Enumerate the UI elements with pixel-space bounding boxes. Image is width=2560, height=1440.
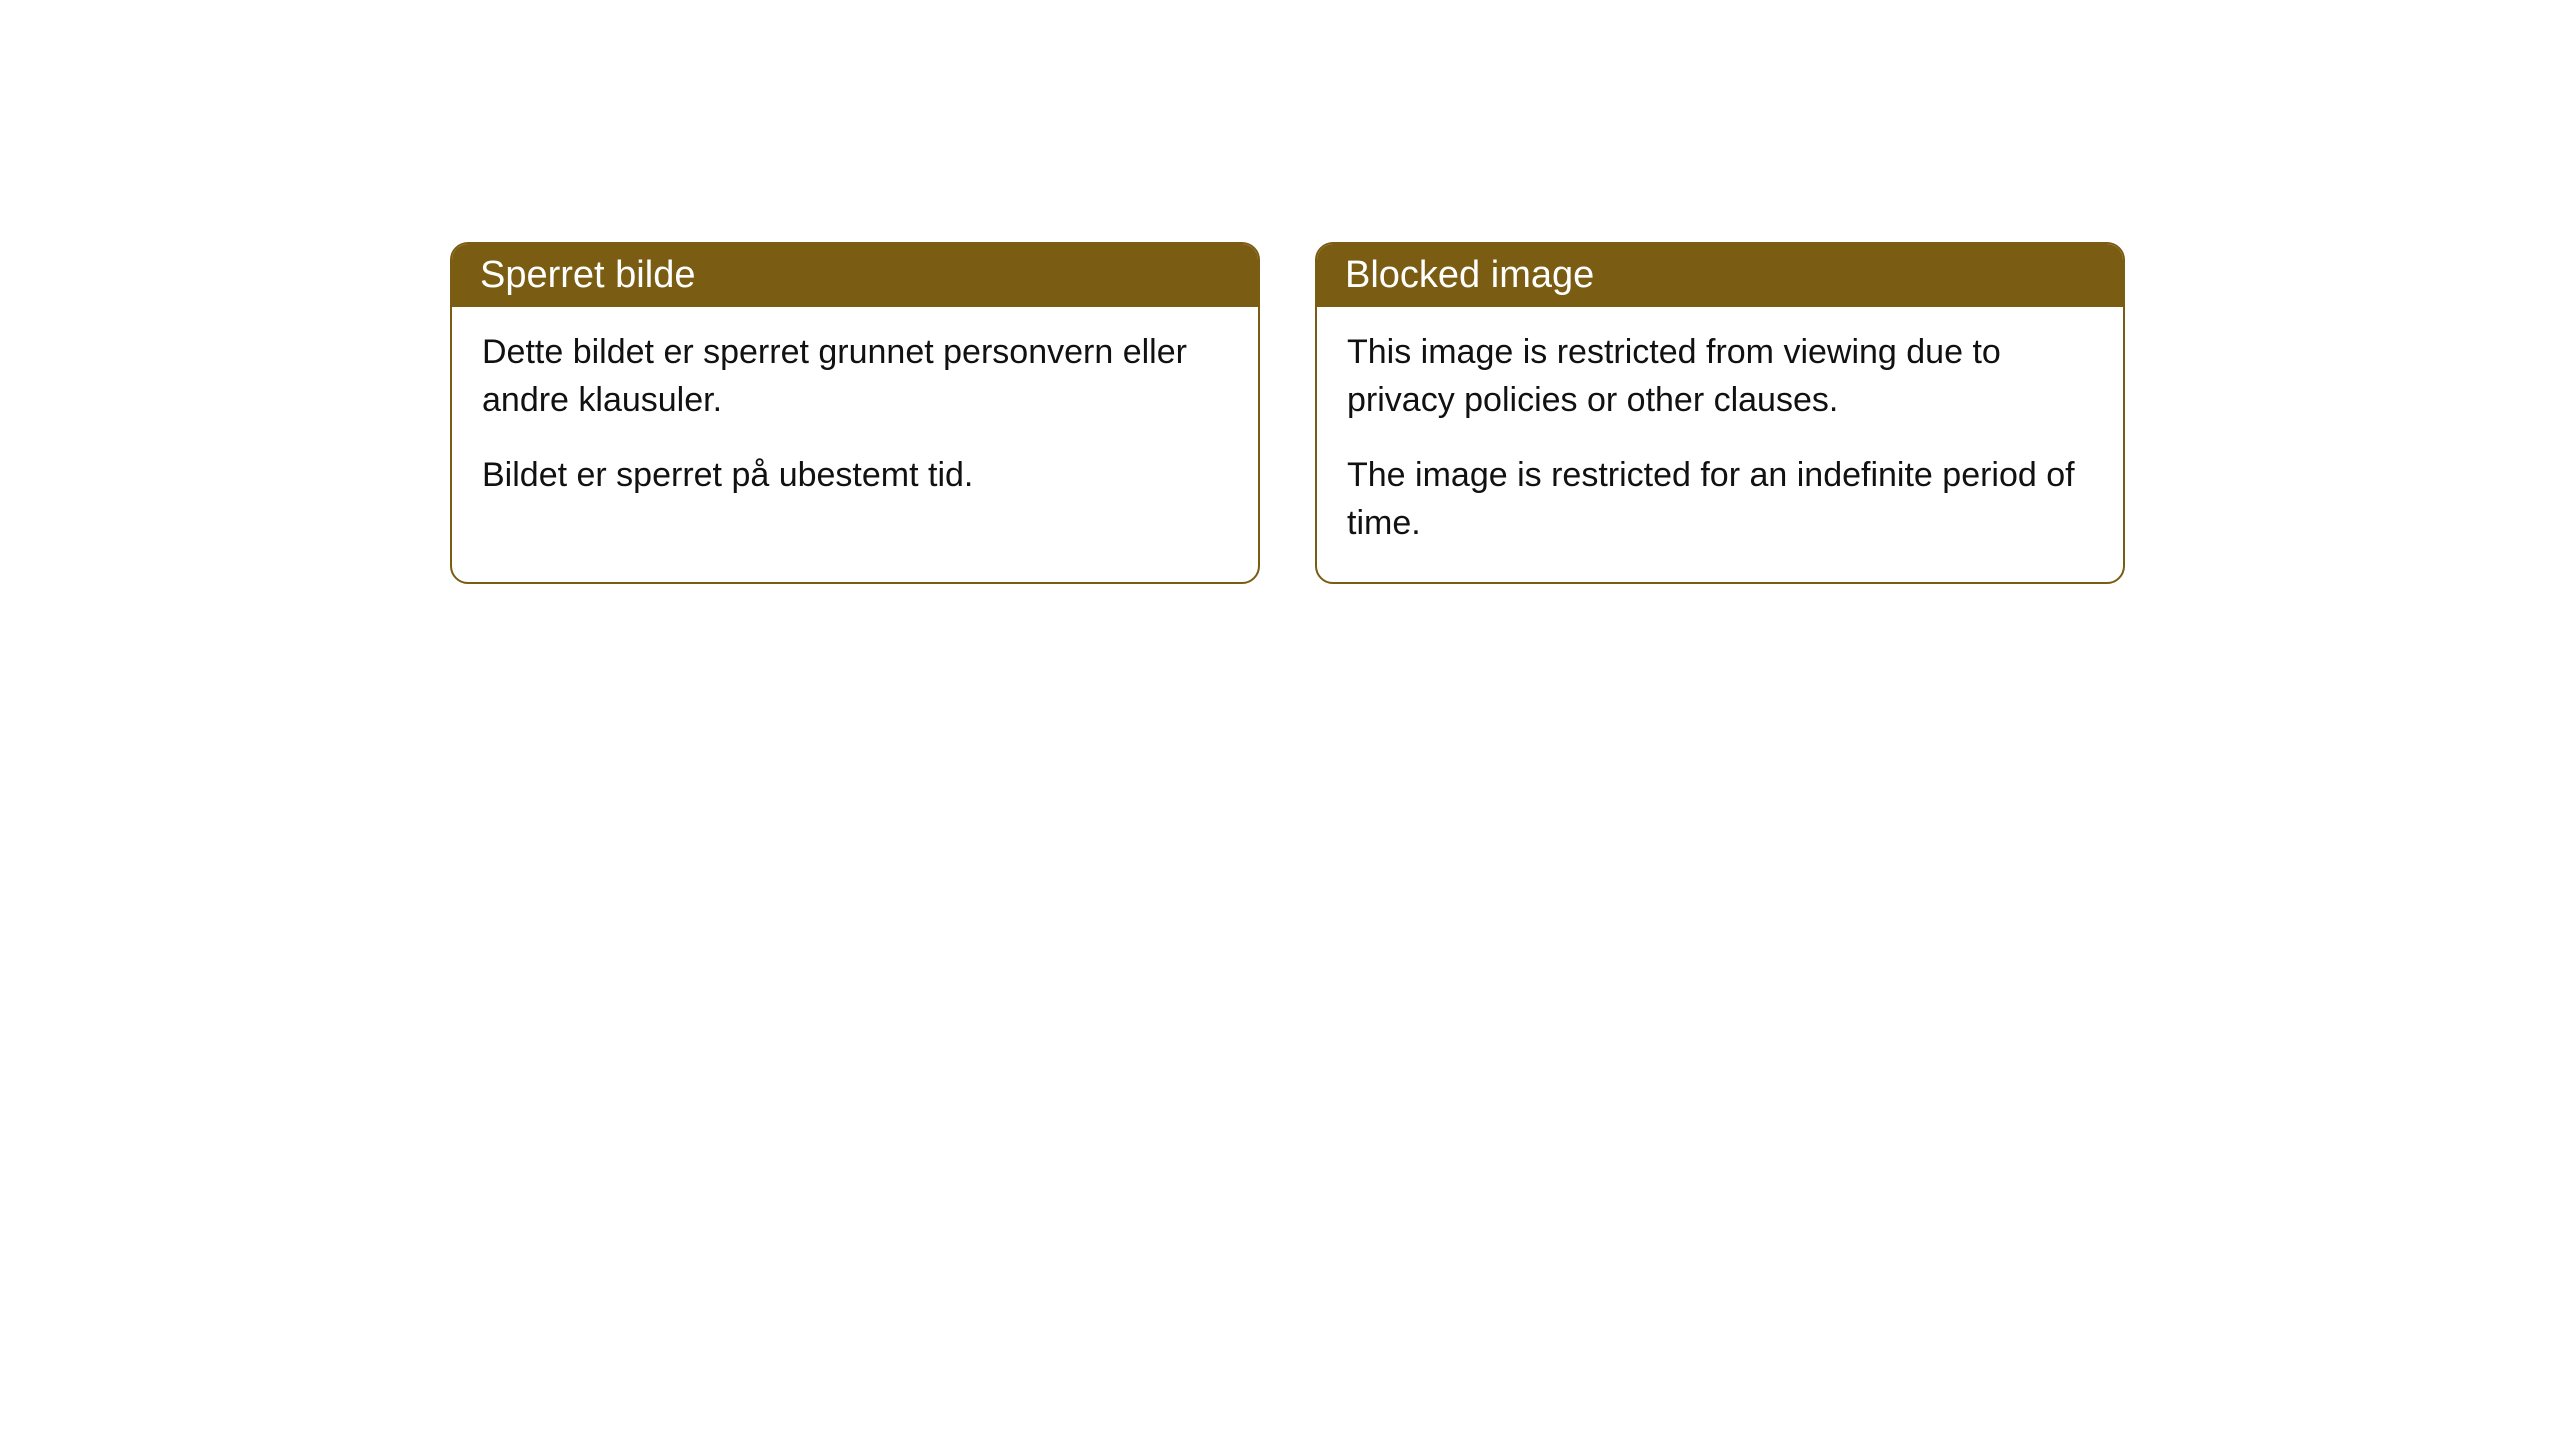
- card-body-norwegian: Dette bildet er sperret grunnet personve…: [452, 307, 1258, 535]
- card-title: Blocked image: [1345, 254, 1594, 296]
- card-paragraph: This image is restricted from viewing du…: [1347, 329, 2093, 424]
- card-paragraph: Dette bildet er sperret grunnet personve…: [482, 329, 1228, 424]
- notice-cards-container: Sperret bilde Dette bildet er sperret gr…: [450, 242, 2125, 584]
- notice-card-norwegian: Sperret bilde Dette bildet er sperret gr…: [450, 242, 1260, 584]
- card-paragraph: The image is restricted for an indefinit…: [1347, 452, 2093, 547]
- card-body-english: This image is restricted from viewing du…: [1317, 307, 2123, 582]
- card-header-english: Blocked image: [1317, 244, 2123, 307]
- card-paragraph: Bildet er sperret på ubestemt tid.: [482, 452, 1228, 500]
- notice-card-english: Blocked image This image is restricted f…: [1315, 242, 2125, 584]
- card-header-norwegian: Sperret bilde: [452, 244, 1258, 307]
- card-title: Sperret bilde: [480, 254, 695, 296]
